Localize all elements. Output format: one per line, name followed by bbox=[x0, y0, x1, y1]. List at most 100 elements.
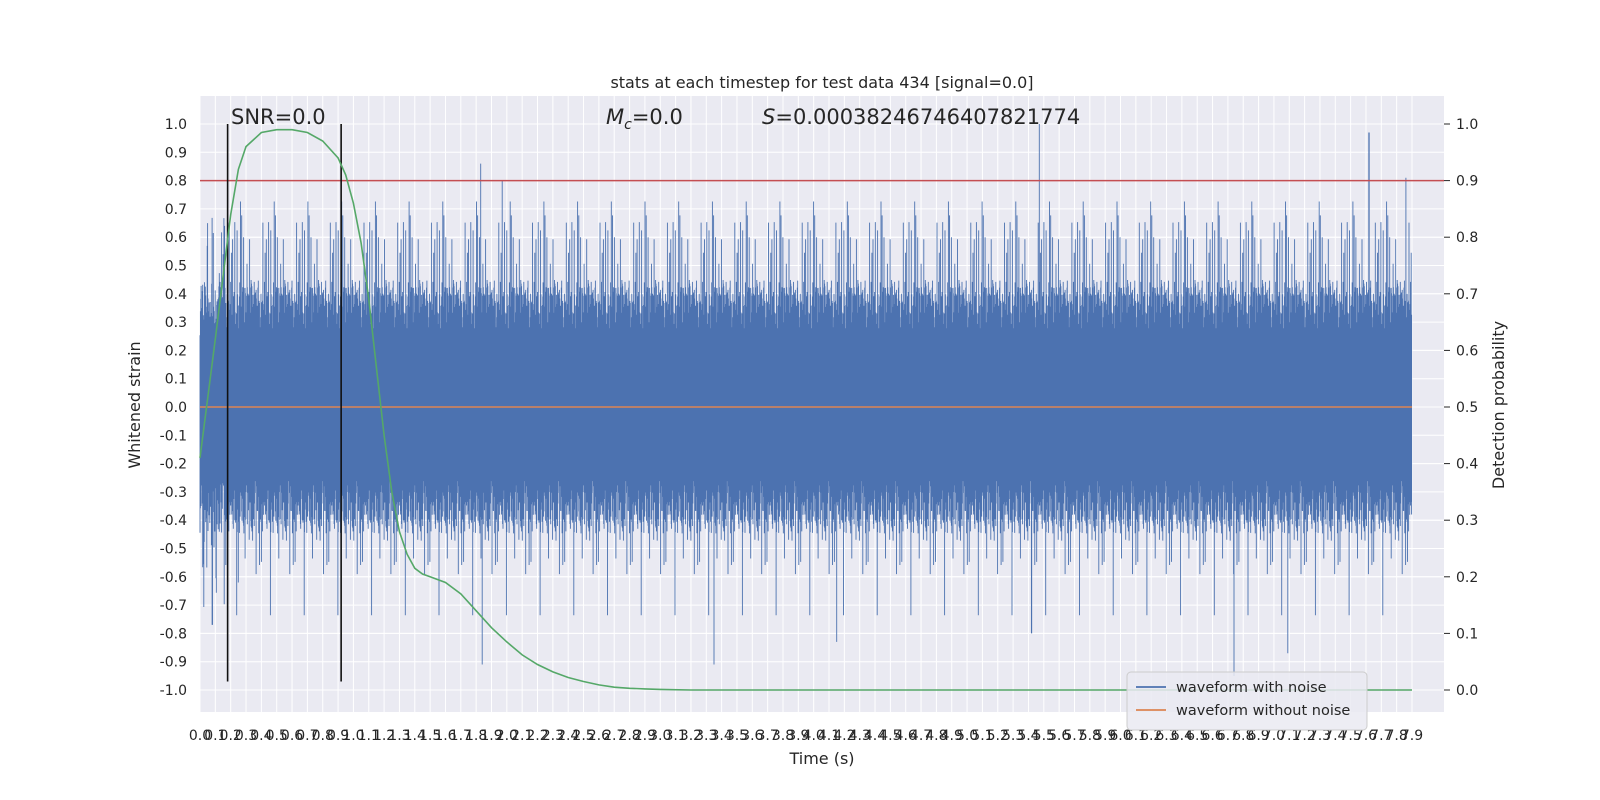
x-tick-label: 3.3 bbox=[695, 728, 717, 744]
x-tick-label: 2.9 bbox=[634, 728, 656, 744]
x-tick-label: 0.9 bbox=[327, 728, 349, 744]
x-tick-label: 3.2 bbox=[680, 728, 702, 744]
x-tick-label: 2.4 bbox=[557, 728, 579, 744]
x-tick-label: 5.9 bbox=[1094, 728, 1116, 744]
x-tick-label: 5.5 bbox=[1033, 728, 1055, 744]
y2-axis-label: Detection probability bbox=[1489, 321, 1508, 489]
x-tick-label: 3.6 bbox=[741, 728, 763, 744]
x-tick-label: 4.4 bbox=[864, 728, 886, 744]
x-tick-label: 0.6 bbox=[281, 728, 303, 744]
x-tick-label: 3.9 bbox=[787, 728, 809, 744]
x-tick-label: 6.3 bbox=[1155, 728, 1177, 744]
x-tick-label: 1.6 bbox=[434, 728, 456, 744]
y2-tick-label: 0.4 bbox=[1456, 457, 1478, 473]
y-tick-label: -0.9 bbox=[160, 655, 187, 671]
chirp-mass-value: =0.0 bbox=[632, 105, 683, 129]
y-axis-label: Whitened strain bbox=[125, 341, 144, 468]
x-tick-label: 6.9 bbox=[1247, 728, 1269, 744]
x-tick-label: 7.7 bbox=[1370, 728, 1392, 744]
annotation-snr: SNR=0.0 bbox=[231, 105, 326, 129]
x-tick-label: 7.1 bbox=[1278, 728, 1300, 744]
x-tick-label: 4.2 bbox=[833, 728, 855, 744]
y-tick-label: 1.0 bbox=[165, 117, 187, 133]
x-tick-label: 0.2 bbox=[220, 728, 242, 744]
x-tick-label: 5.2 bbox=[987, 728, 1009, 744]
x-tick-label: 7.5 bbox=[1340, 728, 1362, 744]
x-tick-label: 3.1 bbox=[664, 728, 686, 744]
x-tick-label: 0.8 bbox=[312, 728, 334, 744]
y-tick-label: -0.5 bbox=[160, 542, 187, 558]
x-tick-label: 1.5 bbox=[419, 728, 441, 744]
y2-tick-label: 0.5 bbox=[1456, 400, 1478, 416]
x-tick-label: 0.1 bbox=[204, 728, 226, 744]
y-tick-label: 0.4 bbox=[165, 287, 187, 303]
legend-box bbox=[1126, 671, 1368, 731]
x-axis-label: Time (s) bbox=[788, 749, 854, 768]
x-tick-label: 1.0 bbox=[342, 728, 364, 744]
statistic-symbol: S bbox=[762, 105, 775, 129]
x-tick-label: 5.4 bbox=[1017, 728, 1039, 744]
x-tick-label: 6.8 bbox=[1232, 728, 1254, 744]
y-tick-label: 0.9 bbox=[165, 145, 187, 161]
x-tick-label: 1.9 bbox=[480, 728, 502, 744]
x-tick-label: 0.4 bbox=[250, 728, 272, 744]
y-tick-label: 0.7 bbox=[165, 202, 187, 218]
vertical-markers bbox=[226, 124, 342, 682]
y2-tick-label: 0.3 bbox=[1456, 513, 1478, 529]
x-tick-label: 4.6 bbox=[895, 728, 917, 744]
annotation-chirp-mass: Mc=0.0 bbox=[606, 105, 683, 133]
chirp-mass-symbol: M bbox=[606, 105, 624, 129]
y-tick-label: -1.0 bbox=[160, 683, 187, 699]
y2-tick-label: 1.0 bbox=[1456, 117, 1478, 133]
y2-tick-label: 0.9 bbox=[1456, 174, 1478, 190]
x-tick-label: 1.3 bbox=[388, 728, 410, 744]
x-tick-label: 3.5 bbox=[726, 728, 748, 744]
x-tick-label: 2.3 bbox=[542, 728, 564, 744]
x-tick-label: 4.9 bbox=[941, 728, 963, 744]
y-tick-label: -0.1 bbox=[160, 428, 187, 444]
x-tick-label: 7.3 bbox=[1309, 728, 1331, 744]
x-tick-label: 0.7 bbox=[296, 728, 318, 744]
y-tick-label: 0.3 bbox=[165, 315, 187, 331]
x-tick-label: 7.2 bbox=[1293, 728, 1315, 744]
y-tick-label: -0.3 bbox=[160, 485, 187, 501]
chart-title: stats at each timestep for test data 434… bbox=[610, 73, 1033, 92]
x-tick-label: 6.5 bbox=[1186, 728, 1208, 744]
y-tick-label: -0.7 bbox=[160, 598, 187, 614]
x-tick-label: 1.4 bbox=[404, 728, 426, 744]
x-tick-label: 2.2 bbox=[526, 728, 548, 744]
y-tick-label: 0.8 bbox=[165, 174, 187, 190]
x-tick-label: 2.6 bbox=[588, 728, 610, 744]
y-tick-label: -0.6 bbox=[160, 570, 187, 586]
x-tick-label: 6.4 bbox=[1171, 728, 1193, 744]
x-tick-label: 5.7 bbox=[1063, 728, 1085, 744]
x-tick-label: 6.0 bbox=[1109, 728, 1131, 744]
x-tick-label: 5.1 bbox=[971, 728, 993, 744]
y2-tick-label: 0.6 bbox=[1456, 343, 1478, 359]
x-tick-label: 3.8 bbox=[772, 728, 794, 744]
x-tick-label: 5.8 bbox=[1079, 728, 1101, 744]
legend: waveform with noise waveform without noi… bbox=[1126, 671, 1368, 731]
x-tick-label: 0.3 bbox=[235, 728, 257, 744]
x-tick-label: 7.8 bbox=[1386, 728, 1408, 744]
x-tick-label: 2.7 bbox=[603, 728, 625, 744]
y-tick-label: 0.2 bbox=[165, 343, 187, 359]
x-tick-label: 5.6 bbox=[1048, 728, 1070, 744]
legend-label-noise: waveform with noise bbox=[1176, 680, 1327, 696]
x-tick-label: 2.1 bbox=[511, 728, 533, 744]
x-tick-label: 7.0 bbox=[1263, 728, 1285, 744]
y-tick-label: 0.5 bbox=[165, 259, 187, 275]
x-tick-label: 7.9 bbox=[1401, 728, 1423, 744]
x-tick-label: 4.3 bbox=[849, 728, 871, 744]
statistic-value: =0.00038246746407821774 bbox=[775, 105, 1080, 129]
x-tick-label: 1.1 bbox=[358, 728, 380, 744]
x-tick-label: 0.5 bbox=[266, 728, 288, 744]
y-tick-label: 0.0 bbox=[165, 400, 187, 416]
y-tick-label: 0.6 bbox=[165, 230, 187, 246]
y2-tick-label: 0.1 bbox=[1456, 626, 1478, 642]
x-tick-label: 5.0 bbox=[956, 728, 978, 744]
annotation-statistic: S=0.00038246746407821774 bbox=[762, 105, 1080, 129]
x-tick-label: 3.0 bbox=[649, 728, 671, 744]
x-tick-label: 6.6 bbox=[1201, 728, 1223, 744]
